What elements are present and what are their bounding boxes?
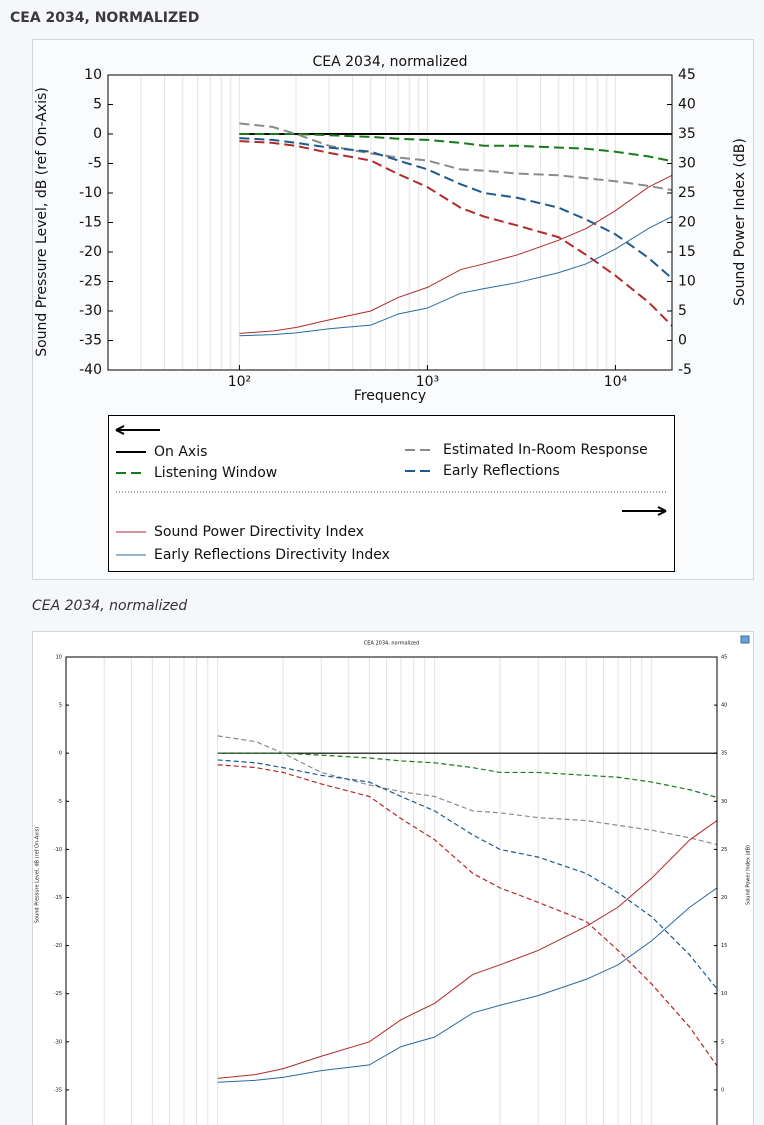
y-tick-label: -40 (79, 362, 102, 378)
icon[interactable] (740, 635, 750, 644)
y2-tick-label: 10 (678, 274, 696, 290)
plot-area (108, 75, 672, 370)
y-tick-label: -35 (54, 1087, 62, 1093)
y-tick-label: 0 (93, 126, 102, 142)
series-line (217, 820, 718, 1079)
y2-tick-label: 5 (721, 1039, 724, 1045)
series-line (217, 752, 718, 799)
y2-tick-label: 0 (721, 1087, 724, 1093)
y-tick-label: -10 (79, 185, 102, 201)
x-axis-label: Frequency (354, 388, 426, 404)
left-axis-arrow (115, 425, 160, 435)
plot-frame (65, 656, 718, 1125)
plot-area (66, 657, 717, 1125)
charts: 10² 10³ 10⁴ 10 5 0 -5 -10 -15 -20 -25 -30 -35 -40 45 40… (34, 54, 752, 1125)
y-tick-label: -20 (79, 244, 102, 260)
y-tick-label: -20 (54, 943, 62, 949)
series-line (239, 133, 673, 163)
x-tick-label: 10⁴ (604, 374, 628, 390)
y-tick-label: 10 (56, 655, 62, 661)
legend-label: Early Reflections Directivity Index (154, 547, 390, 563)
y2-tick-label: 30 (721, 799, 727, 805)
series-line (217, 735, 718, 846)
y2-tick-label: 25 (721, 847, 727, 853)
plot-frame (107, 74, 673, 371)
y2-tick-label: 10 (721, 991, 727, 997)
legend-box (108, 415, 675, 572)
y-axis-label: Sound Pressure Level, dB (ref On-Axis) (34, 87, 50, 357)
y2-tick-label: 15 (678, 244, 696, 260)
y-tick-label: -35 (79, 333, 102, 349)
y2-tick-label: 15 (721, 943, 727, 949)
legend-label: Listening Window (154, 465, 277, 481)
y2-tick-label: 40 (678, 97, 696, 113)
chart-title: CEA 2034, normalized (364, 641, 419, 647)
series-line (217, 764, 718, 1067)
x-tick-label: 10² (228, 374, 251, 390)
right-axis-arrow (622, 506, 667, 516)
caption: CEA 2034, normalized (32, 598, 187, 614)
y2-tick-label: 45 (721, 655, 727, 661)
series-line (217, 887, 718, 1083)
y-tick-label: 5 (59, 703, 62, 709)
y2-axis-label: Sound Power Index (dB) (732, 138, 748, 306)
y2-tick-label: 35 (721, 751, 727, 757)
y-tick-label: -5 (57, 799, 62, 805)
y2-tick-label: 40 (721, 703, 727, 709)
y-tick-label: 5 (93, 97, 102, 113)
chart-title: CEA 2034, normalized (313, 54, 468, 70)
y2-tick-label: -5 (678, 362, 692, 378)
y-axis-label: Sound Pressure Level, dB (ref On-Axis) (35, 827, 41, 923)
y2-axis-label: Sound Power Index (dB) (746, 845, 752, 905)
y-tick-label: -25 (54, 991, 62, 997)
y-tick-label: -15 (54, 895, 62, 901)
y2-tick-label: 0 (678, 333, 687, 349)
legend-label: Sound Power Directivity Index (154, 524, 364, 540)
y-tick-label: -15 (79, 215, 102, 231)
y2-tick-label: 25 (678, 185, 696, 201)
y-tick-label: 10 (84, 67, 102, 83)
y-tick-label: -25 (79, 274, 102, 290)
series-line (239, 216, 673, 337)
y2-tick-label: 35 (678, 126, 696, 142)
y2-tick-label: 20 (721, 895, 727, 901)
page-title: CEA 2034, NORMALIZED (10, 10, 199, 26)
y2-tick-label: 20 (678, 215, 696, 231)
y2-tick-label: 30 (678, 156, 696, 172)
series-line (239, 140, 673, 327)
series-line (239, 174, 673, 334)
y2-tick-label: 45 (678, 67, 696, 83)
series-line (239, 122, 673, 192)
y2-tick-label: 5 (678, 303, 687, 319)
x-tick-label: 10³ (416, 374, 439, 390)
y-tick-label: -10 (54, 847, 62, 853)
legend-label: On Axis (154, 444, 207, 460)
y-tick-label: -30 (54, 1039, 62, 1045)
legend-label: Estimated In-Room Response (443, 442, 648, 458)
legend-label: Early Reflections (443, 463, 560, 479)
y-tick-label: 0 (59, 751, 62, 757)
y-tick-label: -30 (79, 303, 102, 319)
y-tick-label: -5 (88, 156, 102, 172)
series-line (239, 137, 673, 280)
